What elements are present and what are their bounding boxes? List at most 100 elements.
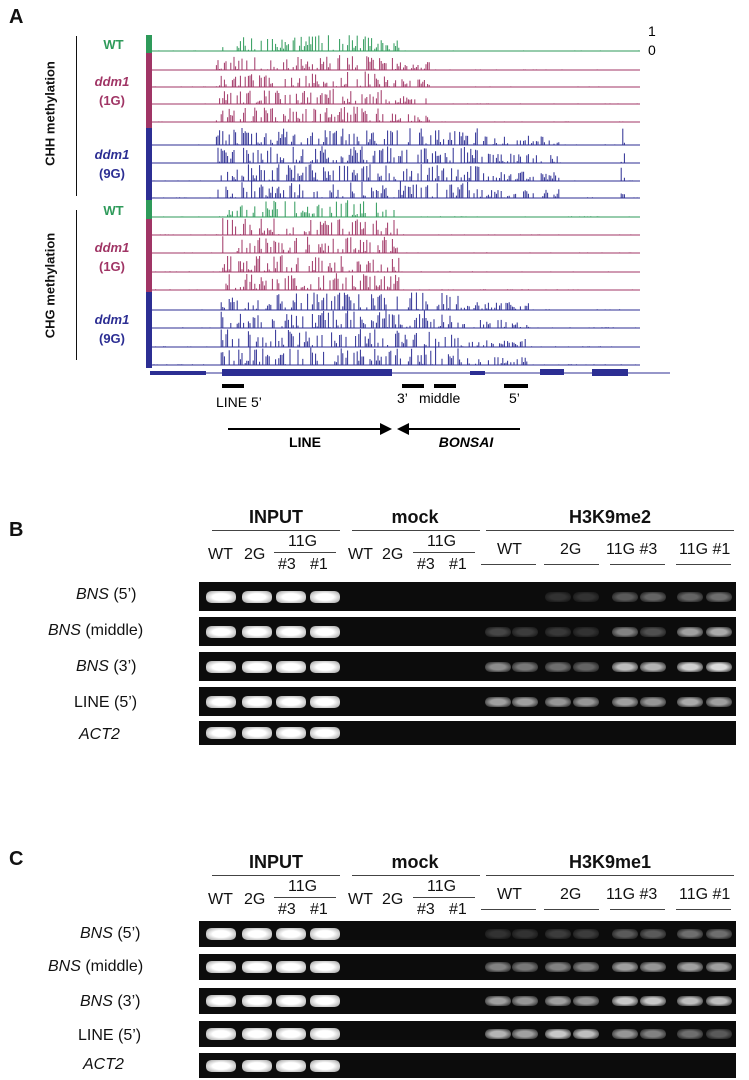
c-mock-11g-lane: 11G xyxy=(427,878,457,895)
gel-band xyxy=(612,696,638,707)
gel-band xyxy=(677,1029,703,1039)
gel-band xyxy=(485,1029,511,1039)
bonsai-arrow-label: BONSAI xyxy=(439,434,495,450)
b-chip-heading: H3K9me2 xyxy=(568,507,652,527)
c-mock-n1-lane: #1 xyxy=(449,901,467,918)
c-input-n3-lane: #3 xyxy=(278,901,296,918)
gel-band xyxy=(677,962,703,972)
bonsai-arrow-head xyxy=(397,423,409,435)
b-mock-11g-lane: 11G xyxy=(427,533,457,550)
gel-band xyxy=(640,591,666,602)
gel-row xyxy=(199,617,736,646)
gel-band xyxy=(276,625,306,638)
c-chip-wt-lane: WT xyxy=(497,886,522,903)
b-input-2g-lane: 2G xyxy=(244,546,266,563)
chh-bracket xyxy=(76,36,77,196)
gel-band xyxy=(512,996,538,1006)
gene-model xyxy=(150,369,670,376)
wt-colorbar-chh xyxy=(146,35,152,53)
b-row-label-3: BNS (3’) xyxy=(76,658,137,675)
gel-band xyxy=(276,928,306,940)
gel-band xyxy=(545,996,571,1006)
c-input-heading: INPUT xyxy=(249,852,303,872)
scale-bottom-label: 0 xyxy=(648,42,656,58)
gel-band xyxy=(485,962,511,972)
gel-row xyxy=(199,1053,736,1078)
gel-band xyxy=(310,695,340,708)
gel-band xyxy=(276,695,306,708)
c-mock-wt-lane: WT xyxy=(348,891,373,908)
c-input-2g-lane: 2G xyxy=(244,891,266,908)
gel-band xyxy=(573,591,599,602)
c-row-label-4: LINE (5’) xyxy=(78,1027,142,1044)
c-chip-11g3-lane: 11G #3 xyxy=(606,886,658,903)
gel-band xyxy=(573,696,599,707)
panel-c-letter: C xyxy=(9,848,24,870)
line-arrow-label: LINE xyxy=(289,434,321,450)
gel-band xyxy=(612,962,638,972)
gel-band xyxy=(706,591,732,602)
gel-band xyxy=(276,727,306,739)
gel-band xyxy=(677,591,703,602)
gel-band xyxy=(485,696,511,707)
g1-colorbar-chg xyxy=(146,219,152,292)
c-input-11g-lane: 11G xyxy=(288,878,318,895)
gel-band xyxy=(640,996,666,1006)
gel-band xyxy=(640,929,666,939)
gel-band xyxy=(545,929,571,939)
b-row-label-1: BNS (5’) xyxy=(76,586,137,603)
wt-colorbar-chg xyxy=(146,200,152,219)
gel-band xyxy=(310,1059,340,1072)
c-mock-heading: mock xyxy=(391,852,439,872)
gel-row xyxy=(199,954,736,980)
gel-band xyxy=(206,995,236,1007)
gel-band xyxy=(310,625,340,638)
gel-band xyxy=(545,661,571,672)
gel-band xyxy=(485,661,511,672)
gel-band xyxy=(545,962,571,972)
b-row-label-4: LINE (5’) xyxy=(74,694,138,711)
gel-band xyxy=(310,928,340,940)
g9-colorbar-chh xyxy=(146,128,152,200)
gel-row xyxy=(199,582,736,611)
line-arrow-head xyxy=(380,423,392,435)
gel-band xyxy=(545,626,571,637)
gel-band xyxy=(206,660,236,673)
gel-band xyxy=(640,626,666,637)
b-input-heading: INPUT xyxy=(249,507,303,527)
scale-top-label: 1 xyxy=(648,23,656,39)
gel-band xyxy=(512,929,538,939)
gel-band xyxy=(276,1028,306,1040)
chg-wt-label: WT xyxy=(103,203,124,218)
gel-row xyxy=(199,1021,736,1047)
b-mock-wt-lane: WT xyxy=(348,546,373,563)
gel-band xyxy=(573,1029,599,1039)
gel-band xyxy=(612,929,638,939)
b-input-11g-lane: 11G xyxy=(288,533,318,550)
c-row-label-5: ACT2 xyxy=(83,1056,124,1073)
gel-band xyxy=(512,696,538,707)
gel-band xyxy=(677,626,703,637)
gel-band xyxy=(612,591,638,602)
gel-band xyxy=(706,962,732,972)
c-chip-11g1-lane: 11G #1 xyxy=(679,886,731,903)
gel-band xyxy=(276,961,306,973)
chh-wt-label: WT xyxy=(103,37,124,52)
b-chip-rule xyxy=(486,530,734,531)
gel-band xyxy=(276,1059,306,1072)
gel-band xyxy=(206,625,236,638)
gel-band xyxy=(485,929,511,939)
c-chip-rule xyxy=(486,875,734,876)
c-row-label-3: BNS (3’) xyxy=(80,993,141,1010)
gel-band xyxy=(485,626,511,637)
gel-band xyxy=(242,695,272,708)
gel-band xyxy=(573,929,599,939)
gel-band xyxy=(485,996,511,1006)
bns3-feature-label: 3’ xyxy=(397,390,408,406)
bns5-probe-bar xyxy=(504,384,528,388)
gel-band xyxy=(206,1059,236,1072)
c-input-rule xyxy=(212,875,340,876)
gel-band xyxy=(310,660,340,673)
panel-a-letter: A xyxy=(9,6,24,28)
chg-ddm1-9g-label: ddm1 (9G) xyxy=(94,312,130,346)
